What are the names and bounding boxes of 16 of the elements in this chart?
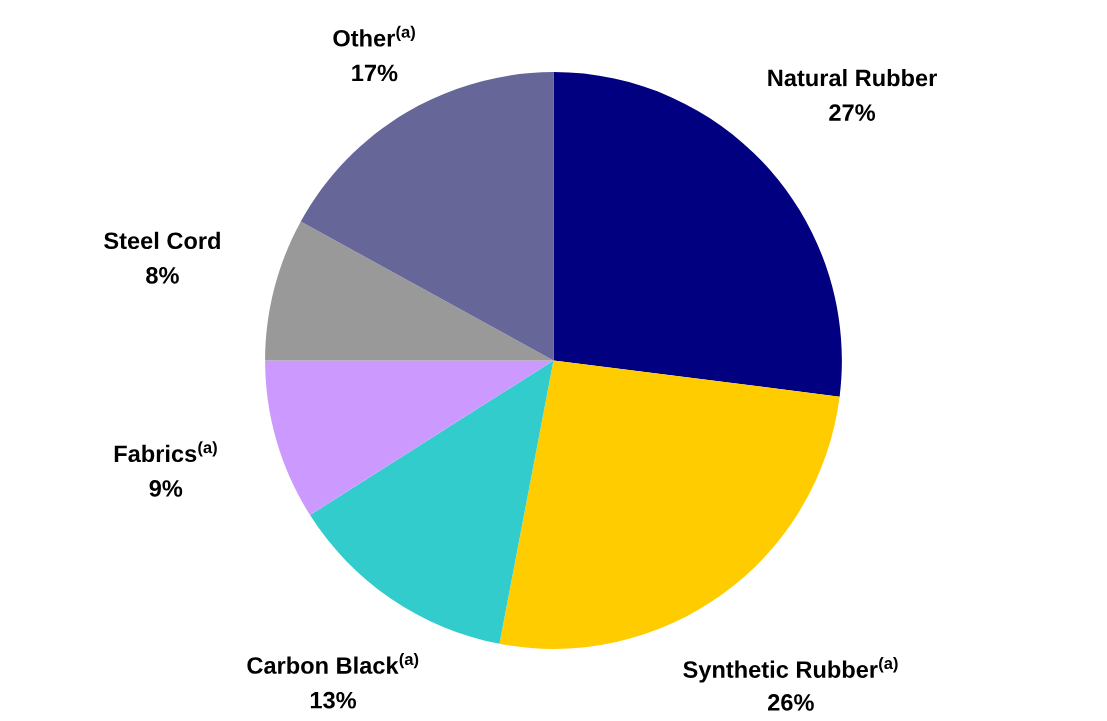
slice-label: Carbon Black$^{(a)}$ (247, 652, 419, 674)
data-label: 8% (146, 267, 179, 284)
slice-label: Natural Rubber (768, 68, 937, 87)
pie-slice (265, 360, 554, 516)
data-label: 26% (768, 694, 814, 711)
pie-slice (499, 360, 840, 649)
data-label: 17% (352, 64, 398, 82)
data-label: 13% (310, 691, 357, 709)
slice-label: Fabrics$^{(a)}$ (114, 441, 217, 463)
data-label: 27% (829, 104, 876, 121)
data-label: 9% (149, 480, 183, 497)
slice-label: Synthetic Rubber$^{(a)}$ (683, 656, 898, 683)
slice-label: Other$^{(a)}$ (333, 25, 415, 47)
pie-slice (265, 221, 554, 361)
slice-label: Steel Cord (104, 231, 220, 250)
pie-slice (310, 360, 554, 644)
